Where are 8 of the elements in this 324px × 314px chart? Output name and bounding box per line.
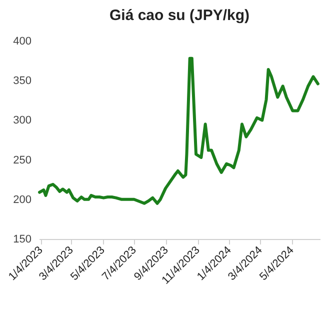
line-series xyxy=(38,56,320,205)
y-tick-label: 350 xyxy=(13,75,32,88)
chart-title: Giá cao su (JPY/kg) xyxy=(109,7,250,24)
y-tick-label: 400 xyxy=(13,36,32,48)
y-tick-label: 300 xyxy=(13,114,32,127)
y-tick-label: 250 xyxy=(13,154,32,166)
y-tick-label: 200 xyxy=(13,194,32,206)
y-tick-label: 150 xyxy=(13,234,32,246)
